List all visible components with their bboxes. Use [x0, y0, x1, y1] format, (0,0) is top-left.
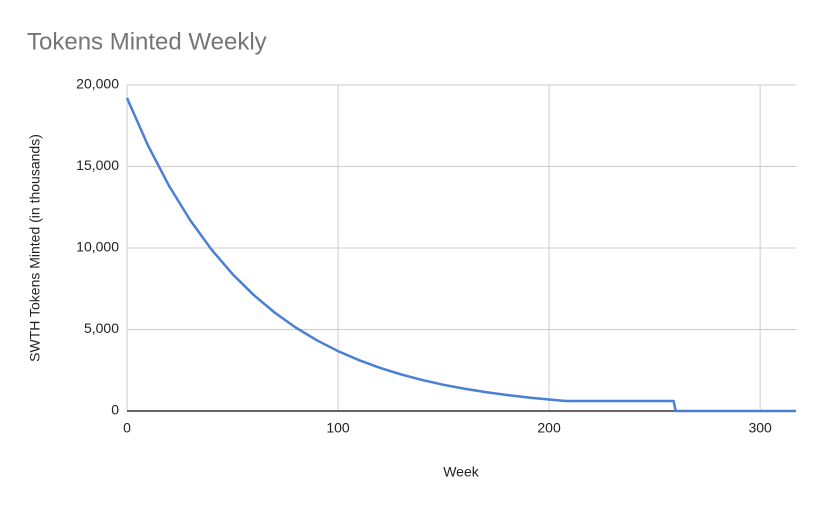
- x-tick-label: 0: [123, 420, 131, 436]
- data-line: [125, 97, 796, 413]
- y-tick-label: 0: [111, 402, 119, 418]
- y-tick-label: 20,000: [76, 76, 119, 92]
- y-tick-label: 5,000: [84, 320, 119, 336]
- chart-title: Tokens Minted Weekly: [27, 28, 267, 55]
- x-tick-label: 200: [537, 420, 561, 436]
- y-tick-label: 15,000: [76, 157, 119, 173]
- x-tick-label: 300: [748, 420, 772, 436]
- x-axis-label: Week: [443, 464, 480, 480]
- y-tick-label: 10,000: [76, 239, 119, 255]
- y-axis-label: SWTH Tokens Minted (in thousands): [27, 134, 43, 362]
- x-tick-label: 100: [326, 420, 350, 436]
